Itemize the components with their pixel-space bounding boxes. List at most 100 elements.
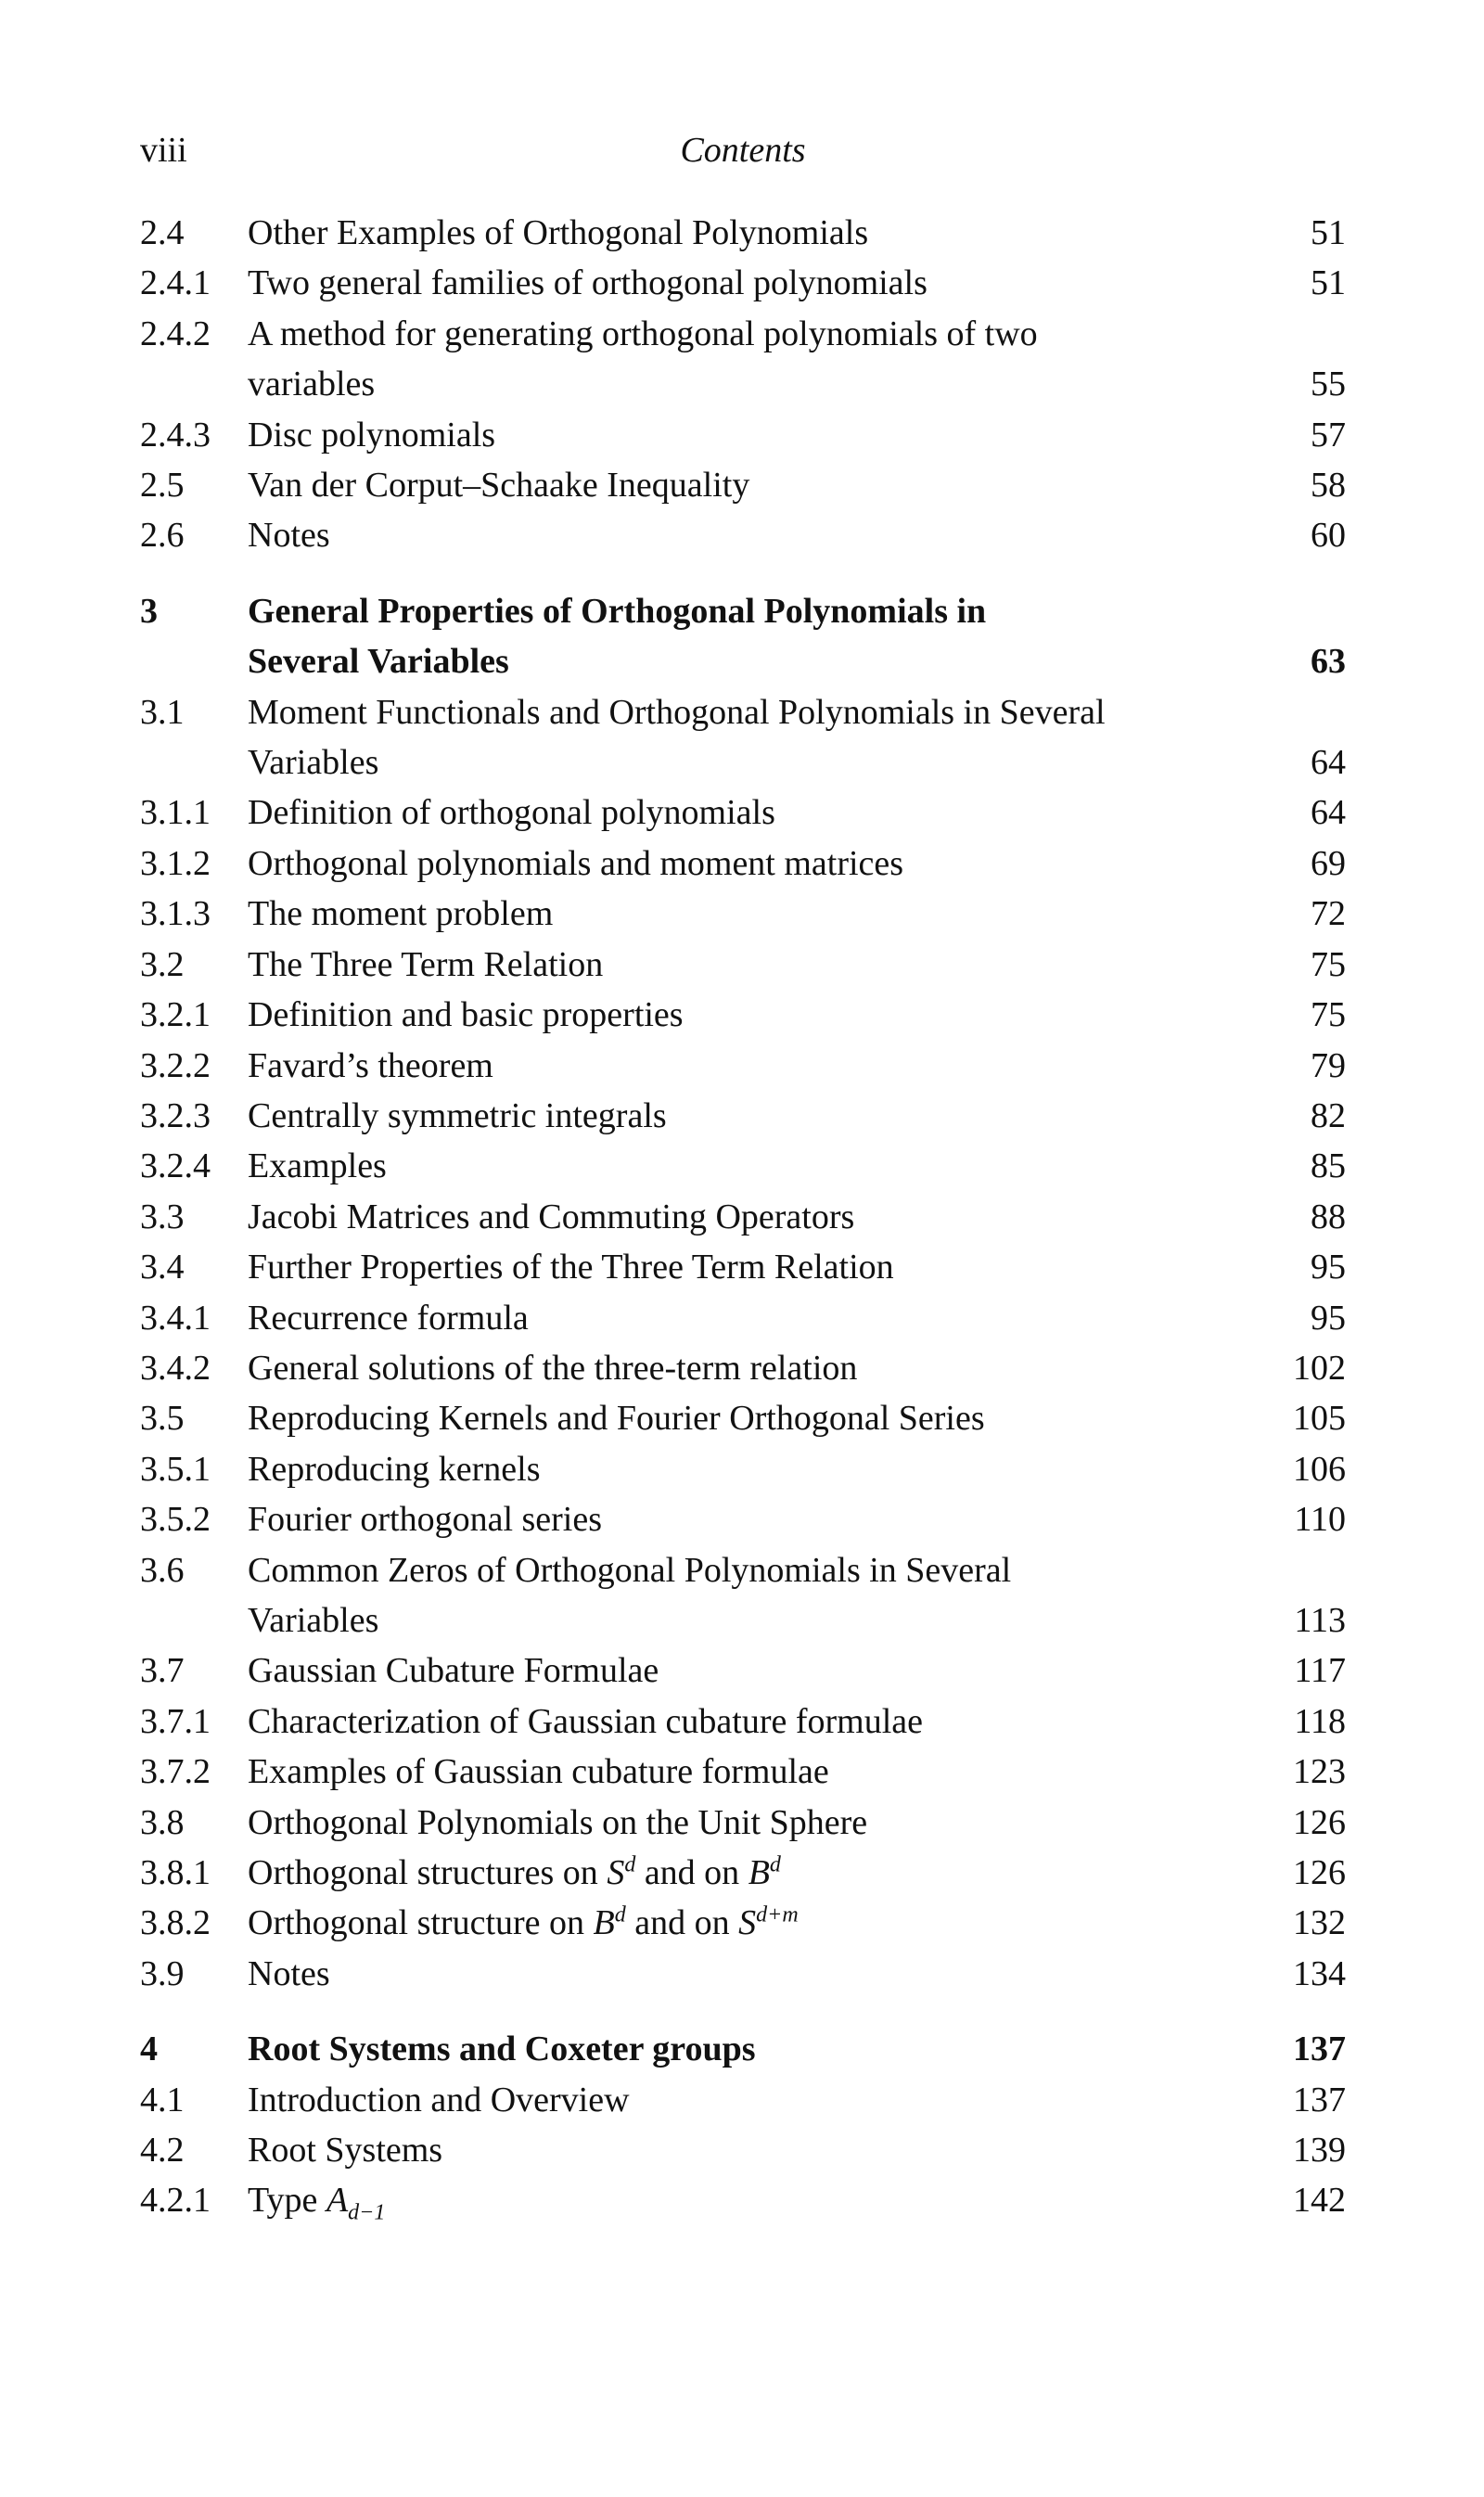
section-title: Disc polynomials	[248, 410, 1262, 460]
title-text: General Properties of Orthogonal Polynom…	[248, 591, 987, 631]
page-ref: 60	[1311, 516, 1346, 556]
toc-entry[interactable]: 3.1 Moment Functionals and Orthogonal Pol…	[140, 687, 1346, 788]
title-text: Notes	[248, 1953, 330, 1993]
page-ref: 75	[1311, 995, 1346, 1035]
title-line: Reproducing Kernels and Fourier Orthogon…	[248, 1393, 1262, 1443]
title-line: Type Ad−1	[248, 2175, 1262, 2225]
title-line: The moment problem	[248, 889, 1262, 939]
page-ref: 134	[1293, 1953, 1346, 1993]
toc-entry[interactable]: 3.4.2 General solutions of the three-term…	[140, 1343, 1346, 1393]
page-ref: 142	[1293, 2181, 1346, 2221]
toc-entry[interactable]: 3.4.1 Recurrence formula 95	[140, 1293, 1346, 1343]
title-text: Reproducing kernels	[248, 1449, 541, 1489]
title-text: Orthogonal Polynomials on the Unit Spher…	[248, 1802, 868, 1842]
title-line: Definition of orthogonal polynomials	[248, 788, 1262, 838]
title-text: Gaussian Cubature Formulae	[248, 1651, 659, 1691]
toc-entry[interactable]: 2.4.2 A method for generating orthogonal …	[140, 309, 1346, 410]
toc-entry[interactable]: 3.8.1 Orthogonal structures on Sd and on …	[140, 1848, 1346, 1898]
title-line: Introduction and Overview	[248, 2075, 1262, 2125]
toc-entry[interactable]: 3.1.2 Orthogonal polynomials and moment m…	[140, 839, 1346, 889]
section-title: Fourier orthogonal series	[248, 1494, 1262, 1544]
title-line: Examples	[248, 1141, 1262, 1191]
section-number: 3.4	[140, 1248, 185, 1287]
toc-entry[interactable]: 3.1.1 Definition of orthogonal polynomial…	[140, 788, 1346, 838]
section-title: Reproducing kernels	[248, 1444, 1262, 1494]
toc-entry[interactable]: 3.4 Further Properties of the Three Term …	[140, 1242, 1346, 1292]
toc-entry[interactable]: 3.2.2 Favard’s theorem 79	[140, 1041, 1346, 1091]
title-line: Root Systems	[248, 2125, 1262, 2175]
title-text: Fourier orthogonal series	[248, 1500, 603, 1540]
title-text: General solutions of the three-term rela…	[248, 1348, 858, 1388]
toc-entry[interactable]: 4.2.1 Type Ad−1 142	[140, 2175, 1346, 2225]
section-title: Further Properties of the Three Term Rel…	[248, 1242, 1262, 1292]
title-text: Examples	[248, 1146, 387, 1186]
toc-entry[interactable]: 3.7 Gaussian Cubature Formulae 117	[140, 1645, 1346, 1696]
title-text: Further Properties of the Three Term Rel…	[248, 1248, 894, 1287]
page-number: viii	[140, 131, 187, 170]
page-ref: 69	[1311, 843, 1346, 883]
toc-entry[interactable]: 3.8.2 Orthogonal structure on Bd and on S…	[140, 1898, 1346, 1948]
title-line: Reproducing kernels	[248, 1444, 1262, 1494]
title-line: Variables	[248, 1595, 1262, 1645]
page-ref: 95	[1311, 1298, 1346, 1338]
title-line: Variables	[248, 737, 1262, 788]
section-number: 3.7.1	[140, 1701, 211, 1741]
section-number: 3.1	[140, 692, 185, 732]
title-text: Centrally symmetric integrals	[248, 1095, 667, 1135]
toc-entry[interactable]: 3.8 Orthogonal Polynomials on the Unit Sp…	[140, 1798, 1346, 1848]
toc-entry[interactable]: 3.1.3 The moment problem 72	[140, 889, 1346, 939]
title-text: Favard’s theorem	[248, 1045, 493, 1085]
toc-entry[interactable]: 3.7.1 Characterization of Gaussian cubatu…	[140, 1697, 1346, 1747]
math-symbol: Bd	[593, 1902, 626, 1943]
title-text: Reproducing Kernels and Fourier Orthogon…	[248, 1399, 985, 1439]
section-number: 3	[140, 591, 158, 631]
title-line: Notes	[248, 1949, 1262, 1999]
toc-entry[interactable]: 3.2.3 Centrally symmetric integrals 82	[140, 1091, 1346, 1141]
section-number: 3.5	[140, 1399, 185, 1439]
title-line: General solutions of the three-term rela…	[248, 1343, 1262, 1393]
title-text: Orthogonal structure on	[248, 1903, 594, 1943]
toc-entry[interactable]: 2.4 Other Examples of Orthogonal Polynomi…	[140, 208, 1346, 258]
toc-entry[interactable]: 3.7.2 Examples of Gaussian cubature formu…	[140, 1747, 1346, 1797]
title-text: and on	[625, 1903, 739, 1943]
toc-entry[interactable]: 2.4.1 Two general families of orthogonal …	[140, 258, 1346, 308]
toc-entry[interactable]: 3.2.4 Examples 85	[140, 1141, 1346, 1191]
toc-entry[interactable]: 4.2 Root Systems 139	[140, 2125, 1346, 2175]
toc-entry[interactable]: 4.1 Introduction and Overview 137	[140, 2075, 1346, 2125]
toc-entry[interactable]: 2.5 Van der Corput–Schaake Inequality 58	[140, 460, 1346, 510]
section-number: 3.8.1	[140, 1853, 211, 1892]
toc-entry[interactable]: 3.2 The Three Term Relation 75	[140, 940, 1346, 990]
section-number: 3.2.4	[140, 1146, 211, 1186]
page-ref: 79	[1311, 1045, 1346, 1085]
toc-entry[interactable]: 2.6 Notes 60	[140, 510, 1346, 560]
title-text: Moment Functionals and Orthogonal Polyno…	[248, 692, 1106, 732]
section-title: Introduction and Overview	[248, 2075, 1262, 2125]
toc-entry[interactable]: 3.6 Common Zeros of Orthogonal Polynomial…	[140, 1545, 1346, 1646]
toc-chapter-entry[interactable]: 3 General Properties of Orthogonal Polyno…	[140, 586, 1346, 687]
title-text: Variables	[248, 743, 379, 783]
toc-entry[interactable]: 3.3 Jacobi Matrices and Commuting Operato…	[140, 1192, 1346, 1242]
toc-entry[interactable]: 3.9 Notes 134	[140, 1949, 1346, 1999]
title-line: Characterization of Gaussian cubature fo…	[248, 1697, 1262, 1747]
toc-entry[interactable]: 2.4.3 Disc polynomials 57	[140, 410, 1346, 460]
section-number: 3.4.1	[140, 1298, 211, 1338]
section-title: Definition and basic properties	[248, 990, 1262, 1040]
section-title: Other Examples of Orthogonal Polynomials	[248, 208, 1262, 258]
title-text: Notes	[248, 516, 330, 556]
toc-entry[interactable]: 3.5.1 Reproducing kernels 106	[140, 1444, 1346, 1494]
toc-chapter-entry[interactable]: 4 Root Systems and Coxeter groups 137	[140, 2024, 1346, 2074]
title-line: A method for generating orthogonal polyn…	[248, 309, 1262, 359]
toc-entry[interactable]: 3.5.2 Fourier orthogonal series 110	[140, 1494, 1346, 1544]
section-number: 3.2.2	[140, 1045, 211, 1085]
title-text: Variables	[248, 1600, 379, 1640]
title-line: Disc polynomials	[248, 410, 1262, 460]
page-ref: 72	[1311, 894, 1346, 934]
title-line: Van der Corput–Schaake Inequality	[248, 460, 1262, 510]
toc-entry[interactable]: 3.5 Reproducing Kernels and Fourier Ortho…	[140, 1393, 1346, 1443]
title-text: Van der Corput–Schaake Inequality	[248, 466, 750, 506]
page-ref: 82	[1311, 1095, 1346, 1135]
toc-entry[interactable]: 3.2.1 Definition and basic properties 75	[140, 990, 1346, 1040]
page-ref: 106	[1293, 1449, 1346, 1489]
title-line: Jacobi Matrices and Commuting Operators	[248, 1192, 1262, 1242]
section-number: 3.7	[140, 1651, 185, 1691]
